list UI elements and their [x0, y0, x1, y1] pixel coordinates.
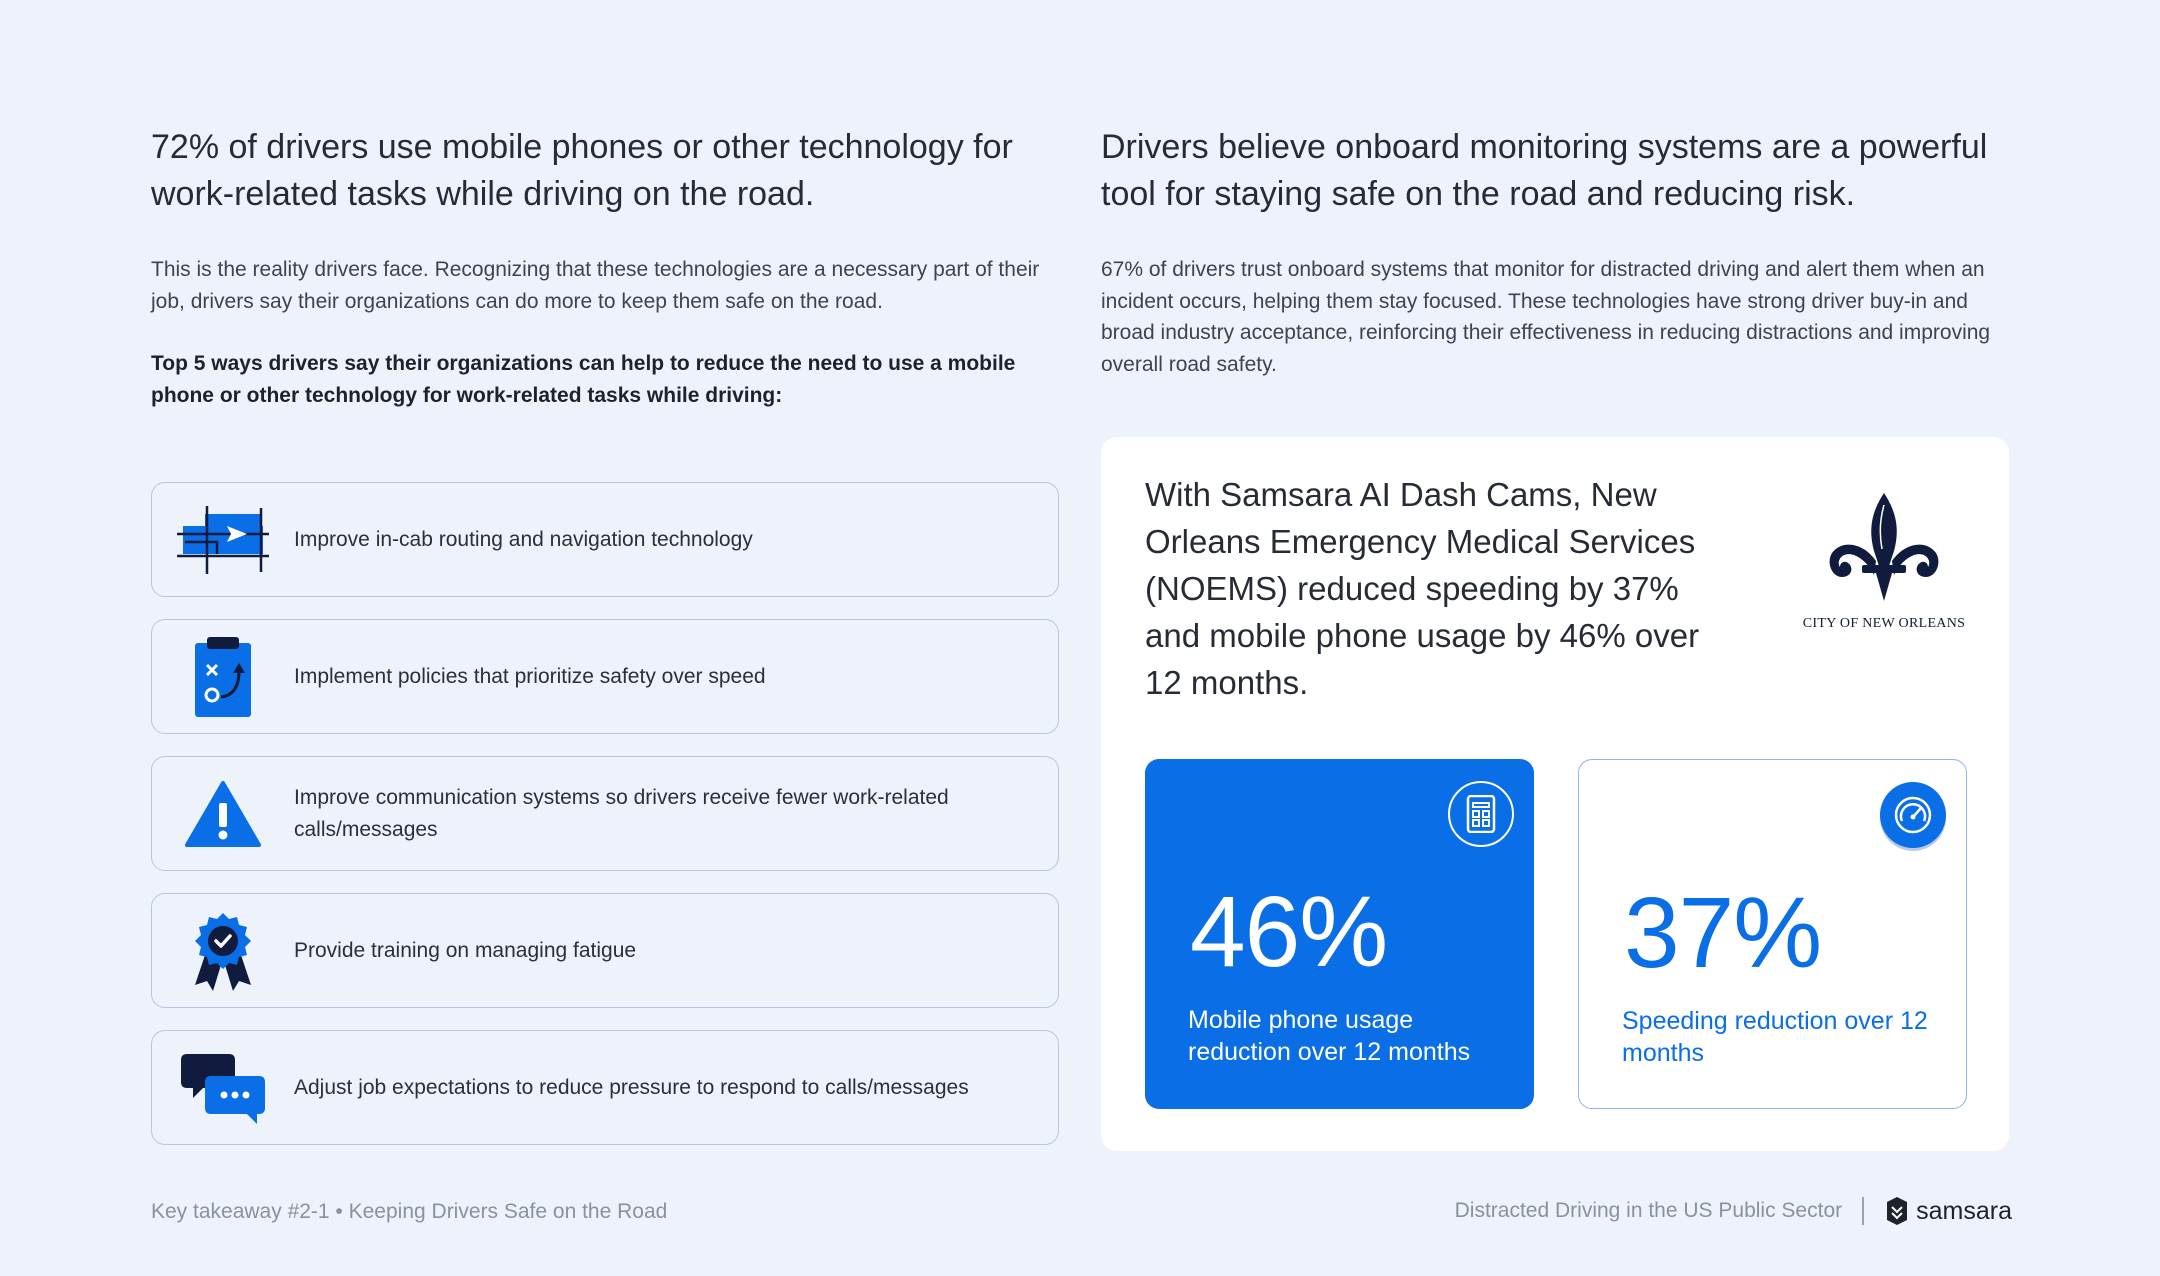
samsara-logo: samsara	[1886, 1196, 2012, 1226]
list-item-label: Adjust job expectations to reduce pressu…	[294, 1075, 969, 1099]
award-badge-icon	[152, 894, 294, 1007]
list-item-label: Improve communication systems so drivers…	[294, 786, 949, 841]
left-column: 72% of drivers use mobile phones or othe…	[151, 124, 1059, 411]
left-headline: 72% of drivers use mobile phones or othe…	[151, 128, 1013, 213]
stat-value: 37%	[1624, 877, 1822, 989]
footer-section-label: Key takeaway #2-1 • Keeping Drivers Safe…	[151, 1200, 668, 1223]
list-item: Improve in-cab routing and navigation te…	[151, 482, 1059, 597]
stat-value: 46%	[1190, 876, 1388, 988]
fleur-de-lis-icon	[1829, 493, 1939, 601]
mobile-phone-icon	[1448, 781, 1514, 847]
case-study-card: With Samsara AI Dash Cams, New Orleans E…	[1101, 437, 2009, 1151]
list-item-label: Implement policies that prioritize safet…	[294, 664, 766, 688]
list-item: Improve communication systems so drivers…	[151, 756, 1059, 871]
list-item: Provide training on managing fatigue	[151, 893, 1059, 1008]
publication-title: Distracted Driving in the US Public Sect…	[1454, 1199, 1843, 1222]
list-item: Implement policies that prioritize safet…	[151, 619, 1059, 734]
speedometer-icon	[1880, 782, 1946, 848]
stat-card-phone-usage: 46% Mobile phone usage reduction over 12…	[1145, 759, 1534, 1109]
right-column: Drivers believe onboard monitoring syste…	[1101, 124, 2011, 380]
city-of-new-orleans-logo: CITY OF NEW ORLEANS	[1789, 491, 1979, 632]
footer-right: Distracted Driving in the US Public Sect…	[1455, 1196, 2012, 1226]
list-item-label: Improve in-cab routing and navigation te…	[294, 527, 753, 551]
warning-icon	[152, 757, 294, 870]
samsara-logo-icon	[1887, 1197, 1908, 1225]
chat-bubbles-icon	[152, 1031, 294, 1144]
footer-divider	[1862, 1197, 1865, 1225]
recommendations-list: Improve in-cab routing and navigation te…	[151, 482, 1059, 1167]
left-body-text: This is the reality drivers face. Recogn…	[151, 258, 1040, 313]
clipboard-strategy-icon	[152, 620, 294, 733]
right-headline: Drivers believe onboard monitoring syste…	[1101, 128, 1988, 213]
list-item: Adjust job expectations to reduce pressu…	[151, 1030, 1059, 1145]
list-item-label: Provide training on managing fatigue	[294, 938, 637, 962]
stat-card-speeding: 37% Speeding reduction over 12 months	[1578, 759, 1967, 1109]
logo-caption: CITY OF NEW ORLEANS	[1802, 616, 1966, 631]
map-navigation-icon	[152, 483, 294, 596]
list-intro: Top 5 ways drivers say their organizatio…	[151, 352, 1016, 407]
stat-caption: Mobile phone usage reduction over 12 mon…	[1188, 1006, 1471, 1066]
case-study-text: With Samsara AI Dash Cams, New Orleans E…	[1145, 476, 1700, 701]
brand-name: samsara	[1916, 1196, 2012, 1225]
right-body-text: 67% of drivers trust onboard systems tha…	[1101, 258, 1991, 376]
stat-caption: Speeding reduction over 12 months	[1622, 1007, 1928, 1067]
